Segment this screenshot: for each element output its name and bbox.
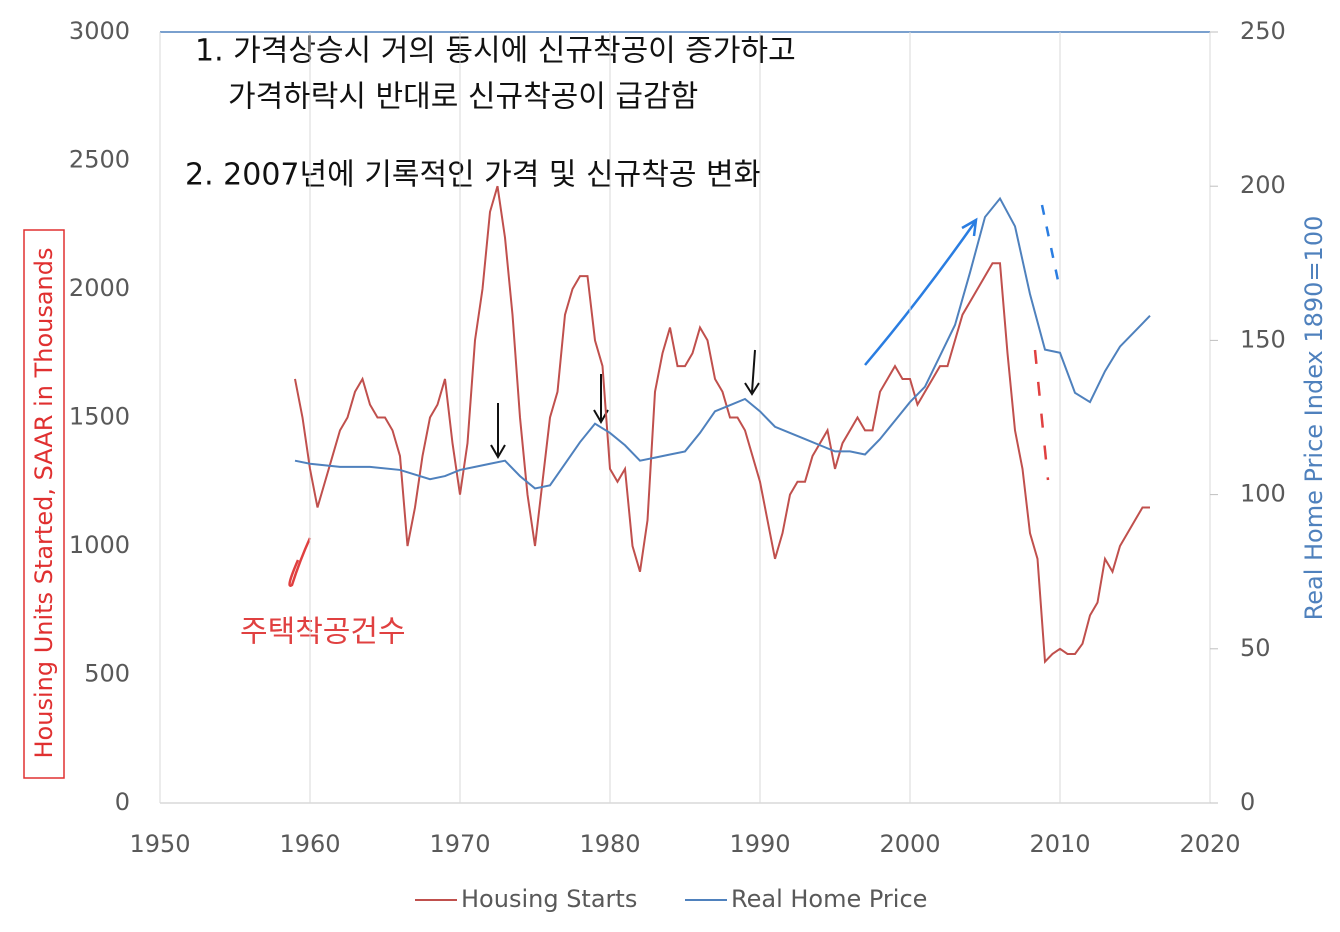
y2-tick-label: 100 (1240, 480, 1286, 508)
series-line (294, 185, 1150, 664)
y-tick-label: 3000 (69, 17, 130, 45)
y-tick-label: 0 (115, 788, 130, 816)
x-tick-label: 1950 (129, 830, 190, 858)
x-tick-label: 2020 (1179, 830, 1240, 858)
hand-arrows (490, 349, 760, 459)
x-tick-label: 2010 (1029, 830, 1090, 858)
ylabel-box (23, 229, 65, 779)
annotation: 1. 가격상승시 거의 동시에 신규착공이 증가하고 (195, 34, 796, 69)
y-axis-label: Housing Units Started, SAAR in Thousands (30, 248, 58, 759)
y-tick-label: 1500 (69, 403, 130, 431)
y-tick-label: 1000 (69, 531, 130, 559)
y-tick-label: 500 (84, 660, 130, 688)
x-tick-label: 1970 (429, 830, 490, 858)
y2-axis-label: Real Home Price Index 1890=100 (1300, 216, 1328, 621)
annotation: 가격하락시 반대로 신규착공이 급감함 (228, 80, 698, 115)
x-tick-label: 1990 (729, 830, 790, 858)
x-tick-label: 1960 (279, 830, 340, 858)
annotation: 주택착공건수 (240, 615, 406, 650)
y2-tick-label: 250 (1240, 17, 1286, 45)
y-tick-label: 2000 (69, 274, 130, 302)
hand-arrow (288, 537, 312, 587)
hand-arrow (864, 217, 978, 366)
x-tick-label: 2000 (879, 830, 940, 858)
hand-arrow (1040, 204, 1062, 291)
y2-tick-label: 200 (1240, 171, 1286, 199)
y2-tick-label: 50 (1240, 634, 1271, 662)
y2-tick-label: 150 (1240, 325, 1286, 353)
legend-label: Housing Starts (461, 885, 637, 913)
annotation: 2. 2007년에 기록적인 가격 및 신규착공 변화 (185, 158, 761, 193)
y2-tick-label: 0 (1240, 788, 1255, 816)
legend-label: Real Home Price (731, 885, 927, 913)
hand-arrow (1033, 349, 1050, 481)
y-tick-label: 2500 (69, 146, 130, 174)
series-line (294, 196, 1151, 490)
x-tick-label: 1980 (579, 830, 640, 858)
